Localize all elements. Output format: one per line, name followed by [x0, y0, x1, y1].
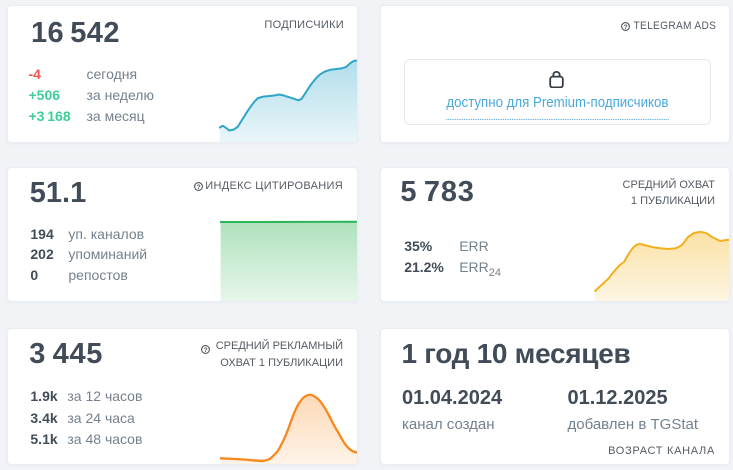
svg-text:?: ? — [623, 24, 627, 31]
svg-text:?: ? — [197, 184, 201, 191]
svg-text:?: ? — [204, 347, 208, 354]
